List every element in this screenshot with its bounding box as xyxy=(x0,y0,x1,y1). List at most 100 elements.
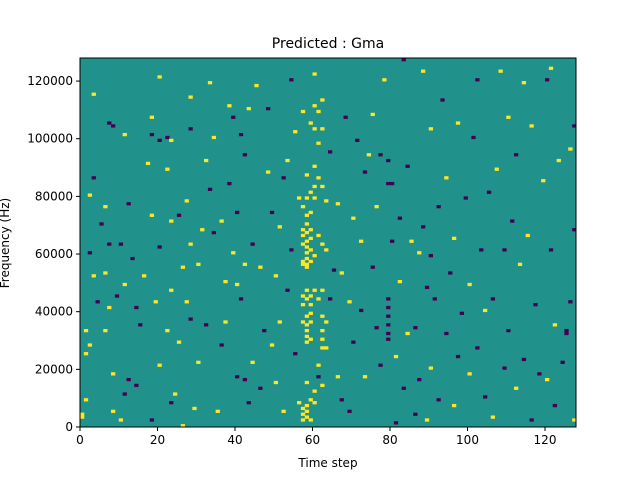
heatmap-cell xyxy=(417,377,422,382)
plot-frame xyxy=(79,57,577,428)
heatmap-cell xyxy=(235,282,240,287)
heatmap-cell xyxy=(475,346,480,350)
heatmap-cell xyxy=(285,158,290,163)
heatmap-cell xyxy=(312,254,317,258)
heatmap-cell xyxy=(157,75,162,79)
heatmap-cell xyxy=(304,415,310,419)
heatmap-cell xyxy=(157,245,162,249)
heatmap-cell xyxy=(568,147,573,151)
heatmap-cell xyxy=(300,109,306,114)
heatmap-cell xyxy=(359,308,364,313)
heatmap-cell xyxy=(312,288,317,292)
heatmap-cell xyxy=(308,259,313,264)
x-axis: 0 20 40 60 80 100 120 xyxy=(76,427,556,447)
heatmap-cell xyxy=(440,98,445,102)
heatmap-cell xyxy=(386,323,391,327)
heatmap-cell xyxy=(184,199,189,203)
heatmap-cell xyxy=(324,346,329,350)
heatmap-cell xyxy=(277,320,282,324)
y-tick-label: 20000 xyxy=(35,362,73,376)
heatmap-cell xyxy=(564,331,569,336)
heatmap-cell xyxy=(510,219,515,223)
heatmap-cell xyxy=(572,228,577,232)
heatmap-cell xyxy=(153,300,158,304)
heatmap-cell xyxy=(304,245,310,249)
heatmap-cell xyxy=(300,228,306,232)
heatmap-cell xyxy=(196,360,201,364)
heatmap-cell xyxy=(386,305,391,310)
heatmap-cell xyxy=(231,251,236,255)
heatmap-cell xyxy=(289,78,294,82)
heatmap-cell xyxy=(479,248,484,252)
heatmap-cell xyxy=(331,268,337,272)
heatmap-cell xyxy=(211,230,217,235)
heatmap-cell xyxy=(308,337,313,341)
heatmap-cell xyxy=(312,72,317,76)
heatmap-cell xyxy=(300,406,306,411)
heatmap-cell xyxy=(386,337,391,341)
heatmap-cell xyxy=(188,242,193,246)
heatmap-cell xyxy=(382,78,387,82)
heatmap-cell xyxy=(339,271,344,275)
heatmap-cell xyxy=(545,78,550,82)
heatmap-cell xyxy=(378,363,383,367)
heatmap-cell xyxy=(304,213,310,217)
heatmap-cell xyxy=(231,115,236,119)
heatmap-cell xyxy=(405,164,410,168)
heatmap-cell xyxy=(417,251,422,255)
heatmap-cell xyxy=(572,124,577,128)
heatmap-cell xyxy=(289,248,294,252)
heatmap-cell xyxy=(308,398,313,402)
heatmap-cell xyxy=(165,328,170,333)
heatmap-cell xyxy=(444,176,449,180)
heatmap-cell xyxy=(362,375,368,379)
heatmap-cell xyxy=(80,412,85,416)
heatmap-cell xyxy=(258,386,263,390)
heatmap-cell xyxy=(103,271,108,275)
heatmap-cell xyxy=(324,248,329,252)
heatmap-cell xyxy=(114,294,120,298)
heatmap-cell xyxy=(300,259,306,264)
x-tick-label: 40 xyxy=(227,433,242,447)
heatmap-cell xyxy=(169,288,174,292)
heatmap-cell xyxy=(285,288,290,292)
heatmap-cell xyxy=(304,334,310,339)
heatmap-cell xyxy=(83,328,89,333)
heatmap-cell xyxy=(111,124,116,128)
heatmap-cell xyxy=(316,176,321,180)
heatmap-cell xyxy=(320,288,325,292)
heatmap-cell xyxy=(545,377,550,382)
heatmap-cell xyxy=(250,360,255,364)
heatmap-cell xyxy=(568,300,573,304)
heatmap-cell xyxy=(335,202,341,206)
heatmap-cell xyxy=(246,107,251,111)
heatmap-cell xyxy=(320,346,325,350)
heatmap-cell xyxy=(452,236,457,241)
heatmap-cell xyxy=(235,210,240,215)
heatmap-cell xyxy=(494,167,499,171)
heatmap-cell xyxy=(467,372,472,376)
heatmap-cell xyxy=(386,331,391,336)
heatmap-cell xyxy=(300,233,306,238)
heatmap-cell xyxy=(304,256,310,261)
heatmap-cell xyxy=(149,115,155,119)
heatmap-cell xyxy=(118,418,124,422)
heatmap-cell xyxy=(304,328,310,333)
heatmap-cell xyxy=(126,202,131,206)
heatmap-cell xyxy=(386,297,391,301)
heatmap-cell xyxy=(304,230,310,235)
heatmap-cell xyxy=(444,331,449,336)
y-tick-label: 120000 xyxy=(27,74,73,88)
heatmap-cell xyxy=(386,181,391,186)
heatmap-cell xyxy=(548,248,554,252)
heatmap-cell xyxy=(300,205,306,209)
chart-title: Predicted : Gma xyxy=(272,36,384,52)
heatmap-cell xyxy=(87,343,93,347)
heatmap-cell xyxy=(149,213,155,217)
heatmap-cell xyxy=(393,354,399,359)
heatmap-cell xyxy=(514,386,519,390)
heatmap-cell xyxy=(254,83,259,88)
heatmap-cell xyxy=(223,320,228,324)
heatmap-cell xyxy=(308,236,313,241)
heatmap-cell xyxy=(300,412,306,416)
